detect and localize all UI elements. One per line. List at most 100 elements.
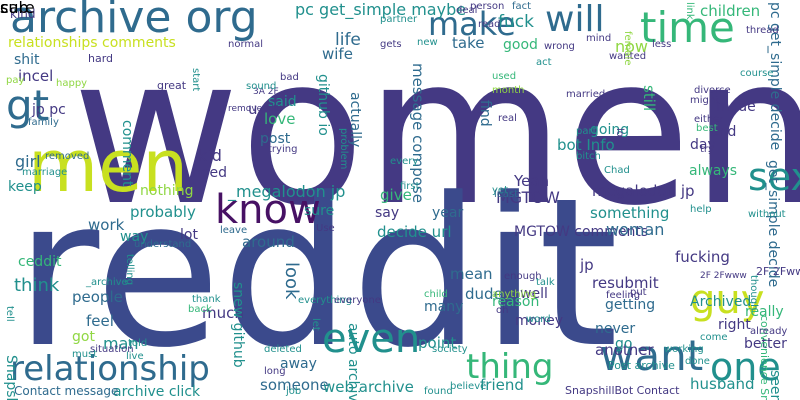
word: wrong bbox=[544, 41, 575, 52]
word: woman bbox=[606, 220, 665, 239]
word: s bbox=[0, 0, 9, 17]
word: deal bbox=[456, 5, 478, 16]
word: know bbox=[215, 187, 321, 233]
word: sure bbox=[304, 203, 335, 219]
word: Archived bbox=[690, 294, 752, 310]
word: will bbox=[545, 0, 605, 40]
word: friend bbox=[480, 376, 524, 394]
word: understand bbox=[134, 239, 192, 250]
word: u bbox=[248, 100, 258, 118]
word: best bbox=[696, 123, 718, 134]
word: great bbox=[157, 79, 187, 92]
word: lol bbox=[614, 128, 625, 140]
word: away bbox=[280, 356, 317, 372]
word: snew github bbox=[230, 282, 246, 368]
word: look bbox=[281, 262, 302, 300]
word: someone bbox=[260, 376, 329, 394]
word: read bbox=[478, 19, 501, 30]
word: act bbox=[536, 57, 552, 68]
word: husband bbox=[690, 375, 755, 393]
word: keep bbox=[8, 179, 42, 195]
word: wife bbox=[322, 45, 353, 63]
word: job bbox=[286, 386, 302, 397]
word: always bbox=[689, 163, 738, 179]
word: thread bbox=[746, 25, 779, 36]
word: less bbox=[652, 39, 672, 50]
word: must bbox=[72, 349, 98, 360]
word: every bbox=[390, 156, 419, 167]
word: real bbox=[498, 113, 517, 124]
word: removed bbox=[45, 151, 90, 162]
word: used bbox=[492, 71, 517, 82]
word: link bbox=[684, 2, 695, 20]
word: kid bbox=[198, 146, 222, 165]
word: part bbox=[576, 126, 597, 137]
word: guy bbox=[690, 277, 765, 323]
word: MGTOW comments bbox=[514, 224, 649, 240]
word: normal bbox=[228, 39, 264, 50]
word: society bbox=[432, 344, 468, 355]
word: come bbox=[700, 332, 728, 343]
word: need bbox=[192, 165, 227, 181]
word: Post archive bbox=[608, 359, 675, 372]
word: well bbox=[520, 286, 548, 302]
word: comment bbox=[119, 120, 135, 187]
word: money bbox=[515, 313, 563, 329]
word: really bbox=[745, 304, 784, 320]
word: around bbox=[242, 233, 295, 251]
word: reddit bbox=[15, 155, 619, 393]
word: bad bbox=[280, 72, 299, 83]
word: first bbox=[400, 181, 420, 192]
word: sex bbox=[748, 155, 800, 199]
word: MGTOW bbox=[496, 188, 560, 207]
word: told bbox=[128, 338, 148, 349]
word: let bbox=[310, 318, 321, 331]
word: child bbox=[424, 289, 448, 300]
word: archive org bbox=[10, 0, 258, 43]
word: another bbox=[595, 341, 654, 359]
word: live bbox=[126, 351, 144, 362]
word: Contact message bbox=[14, 384, 119, 398]
word: kind bbox=[10, 7, 36, 21]
word: thank bbox=[192, 294, 221, 305]
word: got bbox=[72, 329, 95, 345]
word: take bbox=[452, 34, 485, 52]
word: nothing bbox=[140, 183, 194, 199]
word: marriage bbox=[22, 167, 68, 178]
word: care bbox=[0, 0, 35, 17]
word: fucking bbox=[675, 248, 730, 266]
word: long bbox=[264, 366, 286, 377]
word: think bbox=[14, 275, 60, 296]
word: lot bbox=[180, 227, 198, 243]
word: even bbox=[322, 316, 421, 362]
word: ceddit bbox=[18, 254, 62, 270]
word: though bbox=[748, 275, 759, 311]
word: relationship bbox=[10, 349, 210, 389]
word: relationships comments bbox=[8, 35, 176, 51]
word: bot Info bbox=[557, 136, 615, 154]
word: github io bbox=[315, 74, 331, 136]
word: probably bbox=[130, 203, 196, 221]
word: day bbox=[690, 137, 716, 153]
word: feeling bbox=[606, 290, 641, 301]
word: still bbox=[640, 85, 658, 112]
word: girl bbox=[15, 152, 41, 171]
word: work bbox=[88, 216, 125, 234]
word: enough bbox=[504, 271, 542, 282]
word: word bbox=[526, 314, 551, 325]
word: course bbox=[740, 68, 774, 79]
word: month bbox=[492, 85, 525, 96]
word: megalodon jp bbox=[592, 182, 695, 200]
word: fuck bbox=[498, 12, 534, 32]
word: actually bbox=[347, 92, 363, 148]
word: good bbox=[503, 37, 538, 53]
word: married bbox=[566, 89, 606, 100]
word: leave bbox=[220, 225, 248, 236]
word: right bbox=[718, 317, 751, 333]
word: feel bbox=[86, 312, 114, 330]
word: children bbox=[700, 2, 761, 20]
word: either bbox=[694, 114, 724, 125]
word: end bbox=[710, 124, 737, 140]
word: say bbox=[375, 205, 400, 221]
word: trying bbox=[268, 144, 298, 155]
